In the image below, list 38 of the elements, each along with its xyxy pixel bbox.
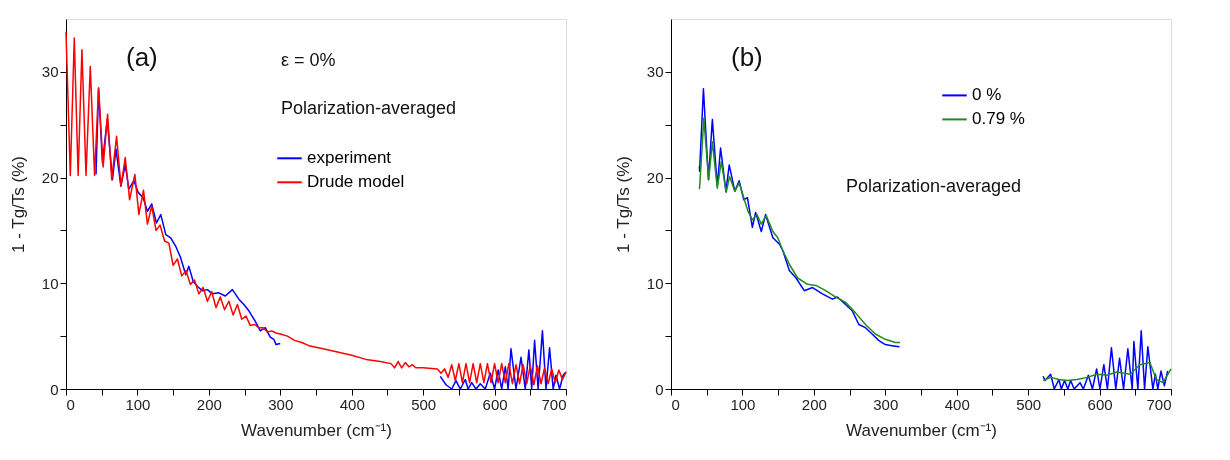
x-tick-label: 300 [268, 395, 294, 413]
x-tick-label: 200 [196, 395, 222, 413]
x-tick-label: 0 [66, 395, 75, 413]
legend-label: Drude model [307, 172, 405, 192]
x-tick-label: 100 [730, 395, 756, 413]
x-tick-label: 0 [671, 395, 680, 413]
legend-label: 0.79 % [972, 109, 1025, 129]
x-tick-label: 100 [125, 395, 151, 413]
y-tick-label: 20 [646, 169, 664, 187]
y-tick-label: 10 [41, 274, 59, 292]
x-tick-label: 500 [411, 395, 437, 413]
x-tick-label: 300 [873, 395, 899, 413]
x-tick-label: 500 [1016, 395, 1042, 413]
x-axis-title: Wavenumber (cm⁻¹) [846, 420, 997, 440]
x-tick-label: 400 [339, 395, 365, 413]
y-tick-label: 30 [41, 63, 59, 81]
annotation: Polarization-averaged [846, 176, 1022, 197]
x-tick-label: 600 [1087, 395, 1113, 413]
y-tick-label: 20 [41, 169, 59, 187]
annotation: (a) [126, 41, 158, 72]
line-series [65, 30, 567, 386]
legend-label: 0 % [972, 85, 1002, 105]
x-tick-label: 700 [541, 395, 567, 413]
y-tick-label: 0 [50, 380, 59, 398]
y-tick-label: 10 [646, 274, 664, 292]
x-tick-label: 200 [801, 395, 827, 413]
annotation: Polarization-averaged [281, 98, 457, 119]
x-tick-label: 400 [944, 395, 970, 413]
y-axis-title: 1 - Tg/Ts (%) [613, 156, 633, 253]
legend-label: experiment [307, 148, 392, 168]
y-tick-label: 0 [655, 380, 664, 398]
annotation: (b) [731, 41, 763, 72]
x-tick-label: 700 [1146, 395, 1172, 413]
annotation: ε = 0% [281, 50, 336, 71]
x-tick-label: 600 [482, 395, 508, 413]
y-axis-title: 1 - Tg/Ts (%) [8, 156, 28, 253]
x-axis-title: Wavenumber (cm⁻¹) [241, 420, 392, 440]
y-tick-label: 30 [646, 63, 664, 81]
